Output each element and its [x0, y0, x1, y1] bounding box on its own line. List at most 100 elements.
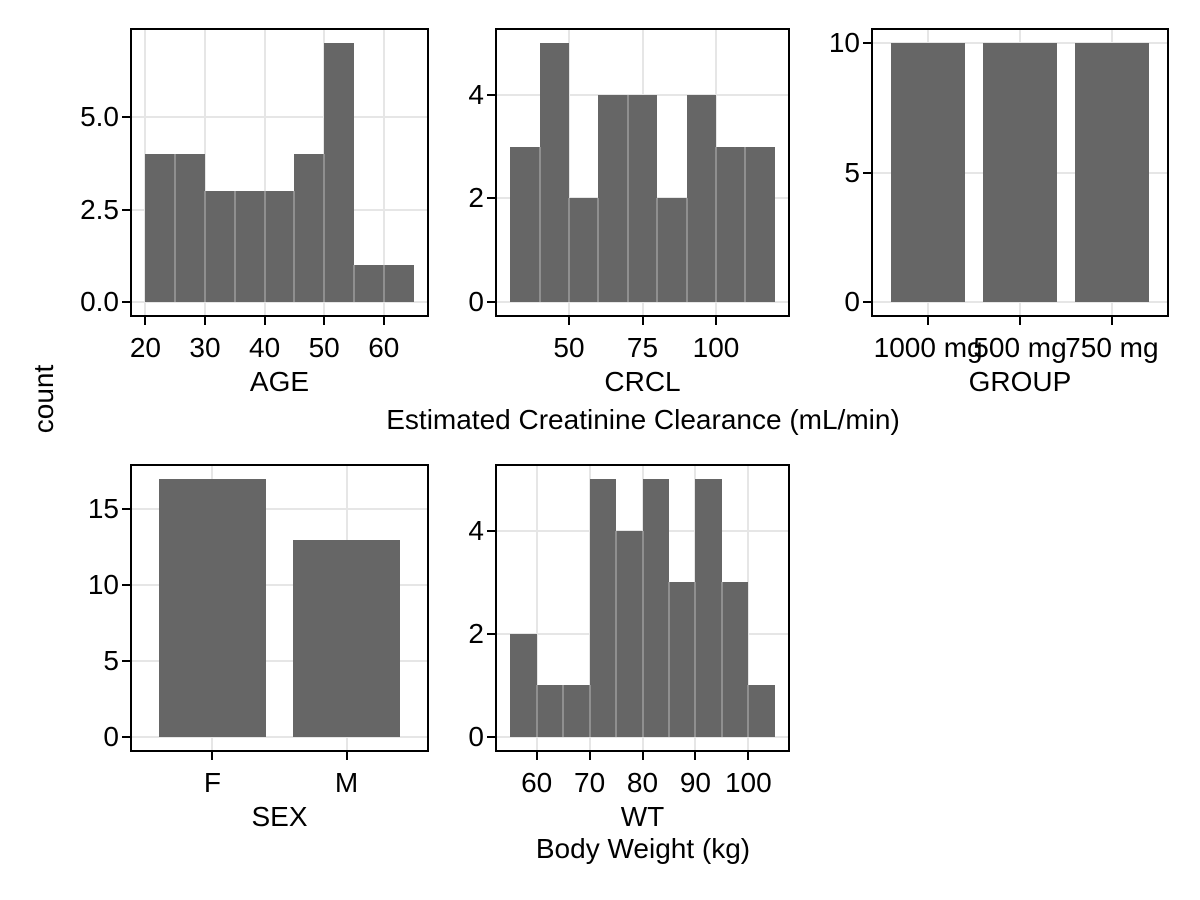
- histogram-bar-wt-8: [721, 582, 749, 738]
- x-tick-mark: [1019, 317, 1021, 325]
- histogram-bar-crcl-8: [745, 146, 775, 303]
- bin-separator: [263, 191, 266, 303]
- bin-separator: [535, 685, 538, 738]
- bin-separator: [744, 146, 747, 303]
- x-axis-caption-row1: Estimated Creatinine Clearance (mL/min): [386, 404, 900, 435]
- histogram-bar-wt-0: [510, 633, 537, 738]
- y-tick-mark: [487, 736, 495, 739]
- x-axis-title-age: AGE: [249, 366, 310, 397]
- x-tick-label: 30: [189, 332, 221, 363]
- y-tick-label: 4: [468, 514, 484, 546]
- bin-separator: [626, 94, 629, 303]
- x-tick-label: 1000 mg: [873, 332, 983, 363]
- y-tick-label: 2: [468, 182, 484, 214]
- y-tick-mark: [122, 584, 130, 587]
- bin-separator: [562, 685, 565, 738]
- x-tick-mark: [382, 317, 385, 325]
- x-tick-mark: [568, 317, 570, 325]
- bar-sex-1: [292, 539, 401, 738]
- y-tick-label: 15: [87, 493, 119, 525]
- histogram-bar-age-6: [324, 42, 354, 303]
- x-tick-label: 75: [626, 332, 659, 363]
- bin-separator: [323, 153, 326, 303]
- bin-separator: [174, 153, 177, 303]
- x-tick-label: M: [334, 767, 359, 798]
- y-gridline: [132, 584, 427, 587]
- bin-separator: [204, 191, 206, 303]
- y-tick-label: 10: [87, 569, 119, 601]
- y-tick-label: 2: [468, 617, 484, 649]
- panel-wt: 60 70 80 90 100 0 2 4 WT: [468, 466, 788, 832]
- bin-separator: [667, 582, 670, 738]
- bar-group-0: [891, 42, 965, 303]
- histogram-bar-crcl-7: [715, 146, 746, 303]
- histogram-bar-crcl-2: [569, 198, 599, 303]
- panel-sex: F M 0 5 10 15 SEX: [88, 466, 427, 832]
- x-gridline: [382, 30, 385, 315]
- x-axis-caption-row2: Body Weight (kg): [535, 833, 751, 864]
- histogram-bar-crcl-6: [686, 94, 716, 303]
- x-tick-label: 50: [553, 332, 585, 363]
- x-tick-mark: [714, 317, 717, 325]
- x-axis-title-crcl: CRCL: [604, 366, 681, 397]
- histogram-bar-crcl-0: [510, 146, 540, 303]
- bin-separator: [720, 582, 723, 738]
- panel-age: 20 30 40 50 60 0.0 2.5 5.0 AGE: [80, 30, 427, 397]
- y-tick-label: 0.0: [80, 286, 119, 318]
- histogram-bar-age-5: [294, 153, 325, 303]
- y-tick-label: 5: [103, 645, 119, 677]
- y-tick-mark: [122, 736, 130, 739]
- y-tick-mark: [487, 632, 495, 635]
- y-tick-mark: [487, 197, 495, 200]
- histogram-bar-crcl-4: [627, 94, 658, 303]
- x-tick-mark: [323, 317, 326, 325]
- bin-separator: [685, 198, 688, 303]
- histogram-bar-wt-9: [748, 685, 775, 738]
- y-tick-mark: [863, 301, 871, 304]
- x-tick-label: 80: [626, 767, 659, 798]
- bin-separator: [597, 198, 600, 303]
- y-tick-mark: [487, 301, 495, 304]
- x-tick-mark: [211, 752, 214, 760]
- y-tick-label: 10: [828, 26, 860, 58]
- x-tick-label: 100: [724, 767, 772, 798]
- histogram-bar-age-2: [205, 191, 235, 303]
- bin-separator: [615, 530, 618, 738]
- bin-separator: [568, 198, 570, 303]
- y-tick-mark: [122, 115, 130, 118]
- bin-separator: [352, 265, 355, 303]
- x-gridline: [535, 466, 538, 750]
- histogram-bar-wt-3: [589, 478, 617, 738]
- y-tick-label: 0: [468, 721, 484, 753]
- histogram-bar-age-7: [353, 265, 384, 303]
- x-tick-label: 40: [249, 332, 281, 363]
- histogram-bar-age-3: [234, 191, 265, 303]
- x-tick-mark: [694, 752, 697, 760]
- x-gridline: [204, 30, 206, 315]
- x-tick-mark: [588, 752, 591, 760]
- y-tick-label: 0: [844, 286, 860, 318]
- x-tick-label: 500 mg: [973, 332, 1067, 363]
- y-tick-label: 0: [468, 286, 484, 318]
- x-tick-label: 70: [574, 767, 606, 798]
- bin-separator: [641, 530, 644, 738]
- y-tick-mark: [122, 301, 130, 304]
- y-tick-mark: [863, 41, 871, 44]
- histogram-bar-wt-4: [616, 530, 643, 738]
- bin-separator: [233, 191, 236, 303]
- y-tick-mark: [122, 208, 130, 211]
- histogram-bar-wt-7: [695, 478, 722, 738]
- histogram-bar-age-1: [175, 153, 205, 303]
- y-gridline: [132, 736, 427, 739]
- bar-group-2: [1075, 42, 1149, 303]
- x-axis-title-wt: WT: [620, 801, 665, 832]
- y-gridline: [132, 301, 427, 304]
- x-tick-label: 750 mg: [1065, 332, 1159, 363]
- y-tick-label: 5: [844, 156, 860, 188]
- x-gridline: [263, 30, 266, 315]
- histogram-bar-wt-2: [563, 685, 590, 738]
- x-tick-label: F: [203, 767, 222, 798]
- y-axis-title: count: [28, 364, 59, 434]
- x-tick-label: 90: [679, 767, 711, 798]
- histogram-bar-wt-6: [668, 582, 696, 738]
